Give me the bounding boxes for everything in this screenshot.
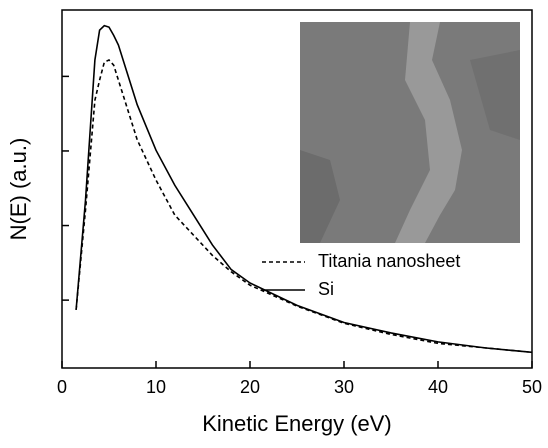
- y-axis-label: N(E) (a.u.): [6, 138, 31, 241]
- plot-frame: [61, 9, 533, 369]
- x-tick-label: 20: [240, 377, 260, 397]
- x-axis-label: Kinetic Energy (eV): [202, 411, 392, 436]
- x-tick-label: 50: [522, 377, 542, 397]
- legend-label: Titania nanosheet: [318, 251, 460, 271]
- x-tick-label: 10: [146, 377, 166, 397]
- data-line: [75, 58, 533, 354]
- inset-image: [300, 22, 520, 243]
- legend-label: Si: [318, 279, 334, 299]
- x-tick-label: 30: [334, 377, 354, 397]
- x-tick-label: 0: [57, 377, 67, 397]
- data-line: [75, 24, 533, 354]
- x-tick-label: 40: [428, 377, 448, 397]
